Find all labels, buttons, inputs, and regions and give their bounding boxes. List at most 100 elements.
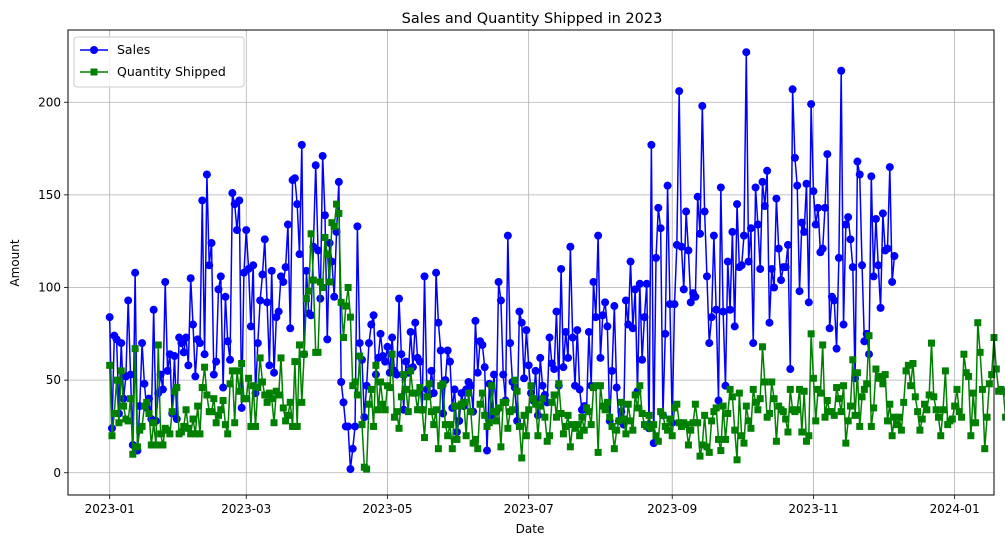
quantity-shipped-point xyxy=(624,400,632,408)
quantity-shipped-point xyxy=(446,421,454,429)
quantity-shipped-point xyxy=(525,406,533,414)
quantity-shipped-point xyxy=(513,387,521,395)
quantity-shipped-point xyxy=(904,361,912,369)
sales-point xyxy=(216,272,225,281)
quantity-shipped-point xyxy=(226,380,234,388)
sales-point xyxy=(179,348,188,357)
quantity-shipped-point xyxy=(404,408,412,416)
sales-point xyxy=(878,209,887,218)
quantity-shipped-point xyxy=(490,408,498,416)
quantity-shipped-point xyxy=(539,395,547,403)
sales-point xyxy=(677,242,686,251)
quantity-shipped-point xyxy=(620,415,628,423)
quantity-shipped-point xyxy=(916,426,924,434)
quantity-shipped-point xyxy=(881,371,889,379)
quantity-shipped-point xyxy=(423,393,431,401)
sales-point xyxy=(883,244,892,253)
quantity-shipped-point xyxy=(971,419,979,427)
quantity-shipped-point xyxy=(710,408,718,416)
sales-point xyxy=(788,85,797,94)
quantity-shipped-point xyxy=(194,402,202,410)
sales-point xyxy=(318,151,327,160)
sales-point xyxy=(260,235,269,244)
sales-point xyxy=(598,311,607,320)
quantity-shipped-point xyxy=(231,419,239,427)
quantity-shipped-point xyxy=(330,222,338,230)
quantity-shipped-point xyxy=(106,361,114,369)
quantity-shipped-point xyxy=(346,313,354,321)
sales-point xyxy=(730,322,739,331)
quantity-shipped-point xyxy=(180,422,188,430)
sales-point xyxy=(450,385,459,394)
quantity-shipped-point xyxy=(809,374,817,382)
quantity-shipped-point xyxy=(291,358,299,366)
quantity-shipped-point xyxy=(488,382,496,390)
sales-point xyxy=(395,294,404,303)
quantity-shipped-point xyxy=(812,417,820,425)
sales-point xyxy=(818,244,827,253)
quantity-shipped-point xyxy=(333,200,341,208)
sales-point xyxy=(499,370,508,379)
quantity-shipped-point xyxy=(265,389,273,397)
sales-point xyxy=(786,365,795,374)
quantity-shipped-point xyxy=(261,391,269,399)
quantity-shipped-point xyxy=(895,413,903,421)
sales-point xyxy=(367,320,376,329)
sales-point xyxy=(471,316,480,325)
quantity-shipped-point xyxy=(441,421,449,429)
quantity-shipped-point xyxy=(886,400,894,408)
sales-point xyxy=(853,157,862,166)
sales-point xyxy=(795,287,804,296)
sales-point xyxy=(647,140,656,149)
sales-point xyxy=(763,166,772,175)
quantity-shipped-point xyxy=(242,395,250,403)
quantity-shipped-point xyxy=(879,380,887,388)
quantity-shipped-point xyxy=(800,387,808,395)
sales-point xyxy=(496,296,505,305)
quantity-shipped-point xyxy=(853,369,861,377)
quantity-shipped-point xyxy=(712,404,720,412)
quantity-shipped-point xyxy=(735,389,743,397)
quantity-shipped-point xyxy=(300,350,308,358)
quantity-shipped-point xyxy=(124,417,132,425)
quantity-shipped-point xyxy=(381,406,389,414)
quantity-shipped-point xyxy=(474,445,482,453)
quantity-shipped-point xyxy=(592,382,600,390)
sales-point xyxy=(860,337,869,346)
quantity-shipped-point xyxy=(546,432,554,440)
sales-point xyxy=(388,333,397,342)
quantity-shipped-point xyxy=(511,376,519,384)
sales-point xyxy=(693,192,702,201)
quantity-shipped-point xyxy=(846,402,854,410)
quantity-shipped-point xyxy=(914,408,922,416)
sales-point xyxy=(242,226,251,235)
quantity-shipped-point xyxy=(645,411,653,419)
quantity-shipped-point xyxy=(897,426,905,434)
quantity-shipped-point xyxy=(286,398,294,406)
sales-point xyxy=(575,385,584,394)
sales-point xyxy=(364,339,373,348)
quantity-shipped-point xyxy=(715,435,723,443)
quantity-shipped-point xyxy=(677,422,685,430)
quantity-shipped-point xyxy=(400,371,408,379)
sales-point xyxy=(320,211,329,220)
quantity-shipped-point xyxy=(182,406,190,414)
quantity-shipped-point xyxy=(877,372,885,380)
quantity-shipped-point xyxy=(784,428,792,436)
sales-point xyxy=(214,285,223,294)
sales-point xyxy=(253,339,262,348)
quantity-shipped-point xyxy=(580,426,588,434)
quantity-shipped-point xyxy=(133,443,141,451)
quantity-shipped-point xyxy=(268,395,276,403)
sales-point xyxy=(545,333,554,342)
quantity-shipped-point xyxy=(108,432,116,440)
quantity-shipped-point xyxy=(212,419,220,427)
quantity-shipped-point xyxy=(661,422,669,430)
sales-point xyxy=(392,370,401,379)
quantity-shipped-point xyxy=(583,404,591,412)
quantity-shipped-point xyxy=(860,385,868,393)
sales-point xyxy=(506,339,515,348)
sales-point xyxy=(186,274,195,283)
sales-point xyxy=(258,270,267,279)
